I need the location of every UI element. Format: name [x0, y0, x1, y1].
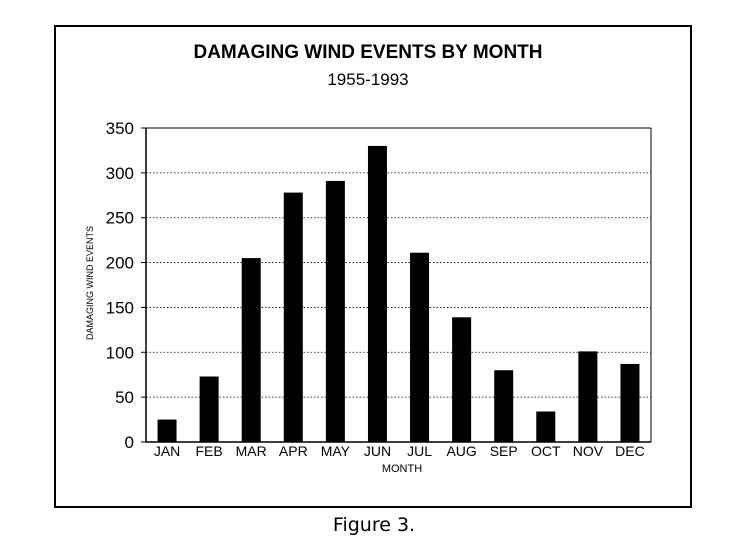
x-axis-label: MONTH: [382, 463, 422, 475]
y-tick-label: 50: [115, 388, 134, 407]
y-tick-label: 0: [125, 433, 134, 452]
x-tick-label: JAN: [154, 443, 180, 459]
bar: [494, 370, 514, 442]
x-tick-label: NOV: [573, 443, 604, 459]
y-tick-label: 250: [106, 209, 134, 228]
chart-border: [54, 25, 692, 508]
bar: [325, 180, 345, 442]
y-tick-label: 350: [106, 119, 134, 138]
y-tick-label: 300: [106, 164, 134, 183]
y-tick-label: 200: [106, 254, 134, 273]
x-tick-label: OCT: [531, 443, 561, 459]
bar: [536, 411, 556, 442]
x-tick-label: SEP: [490, 443, 518, 459]
chart-subtitle: 1955-1993: [327, 70, 408, 89]
chart-title: DAMAGING WIND EVENTS BY MONTH: [193, 42, 542, 63]
bar: [241, 258, 261, 442]
x-tick-label: JUL: [407, 443, 432, 459]
plot-area: 0 50 100 150 200 250 300 350 JAN FEB MAR APR MAY JUN J…: [106, 119, 652, 459]
x-tick-label: FEB: [196, 443, 223, 459]
bar: [410, 252, 430, 442]
bar: [620, 363, 640, 442]
x-tick-label: JUN: [364, 443, 391, 459]
y-axis-label: DAMAGING WIND EVENTS: [85, 226, 95, 340]
x-tick-label: MAY: [321, 443, 351, 459]
bar: [578, 351, 598, 442]
x-tick-label: DEC: [615, 443, 645, 459]
x-tick-label: APR: [279, 443, 308, 459]
bar: [367, 145, 387, 442]
bar: [157, 419, 177, 442]
figure-caption: Figure 3.: [332, 514, 416, 536]
bar: [452, 317, 472, 442]
x-tick-label: AUG: [446, 443, 476, 459]
y-tick-label: 150: [106, 298, 134, 317]
bar: [283, 192, 303, 442]
x-tick-label: MAR: [236, 443, 267, 459]
bar: [199, 376, 219, 442]
y-tick-label: 100: [106, 343, 134, 362]
